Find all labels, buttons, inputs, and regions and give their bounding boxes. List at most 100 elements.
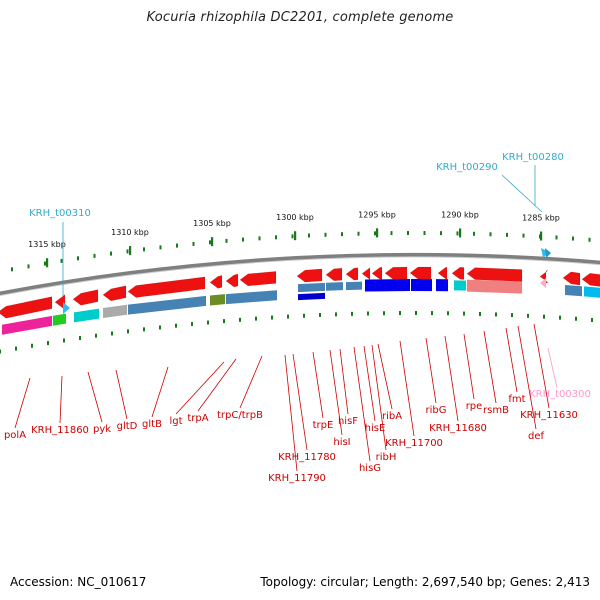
cog-band-magenta <box>2 315 52 335</box>
scale-tick <box>456 231 459 236</box>
gene-leader-line <box>505 327 518 393</box>
scale-tick <box>572 236 574 241</box>
gene-arrow-reverse-17 <box>451 267 465 280</box>
scale-tick <box>159 245 162 250</box>
lower-scale-tick <box>223 319 225 324</box>
lower-scale-tick <box>255 316 257 321</box>
gene-arrow-reverse-16 <box>437 266 448 280</box>
lower-scale-tick <box>463 311 465 316</box>
lower-scale-tick <box>479 311 481 316</box>
lower-scale-tick <box>543 314 545 319</box>
gene-label-pyk: pyk <box>93 424 111 435</box>
gene-label-trpe: trpE <box>313 420 334 431</box>
scale-tick <box>110 251 112 256</box>
scale-major-tick <box>540 231 543 241</box>
scale-tick <box>506 232 508 237</box>
cog-band-cyan-3 <box>584 286 600 298</box>
scale-tick <box>242 237 244 242</box>
scale-tick <box>27 264 30 269</box>
lower-scale-tick <box>511 313 513 318</box>
cog-band-cyan-2 <box>454 280 466 291</box>
lower-scale-tick <box>287 314 289 319</box>
gene-leader-line <box>533 323 550 409</box>
gene-label-gltd: gltD <box>117 421 138 432</box>
trna-label-krh_t00290: KRH_t00290 <box>436 162 498 173</box>
scale-tick <box>126 249 129 254</box>
cog-band-blue-2 <box>365 279 410 292</box>
gene-arrow-reverse-12 <box>361 267 371 281</box>
lower-scale-tick <box>303 313 305 318</box>
ruler-label-1310: 1310 kbp <box>111 228 149 237</box>
scale-tick <box>588 237 591 242</box>
trna-label-krh_t00310: KRH_t00310 <box>29 208 91 219</box>
gene-label-hisi: hisI <box>333 437 350 448</box>
gene-leader-line <box>339 348 349 415</box>
lower-scale-tick <box>111 331 113 336</box>
lower-scale-tick <box>527 313 529 318</box>
gene-leader-line <box>284 354 298 472</box>
scale-tick <box>407 231 409 236</box>
scale-tick <box>324 232 327 237</box>
gene-leader-line <box>312 351 324 419</box>
scale-tick <box>209 240 211 245</box>
lower-scale-tick <box>591 317 593 322</box>
gene-arrow-reverse-6 <box>209 275 223 289</box>
gene-label-rpe: rpe <box>466 401 483 412</box>
lower-scale-tick <box>0 349 1 354</box>
scale-tick <box>390 231 393 236</box>
genome-backbone-shadow <box>0 256 600 297</box>
gene-leader-line <box>87 371 103 423</box>
gene-label-krh-11790: KRH_11790 <box>268 473 326 484</box>
scale-tick <box>143 247 145 252</box>
lower-scale-tick <box>127 329 129 334</box>
gene-label-hisg: hisG <box>359 463 381 474</box>
cog-band-steelblue-5 <box>346 281 362 291</box>
gene-arrow-reverse-14 <box>384 266 408 280</box>
scale-tick <box>176 243 178 248</box>
gene-label-hisf: hisF <box>338 416 358 427</box>
cog-band-steelblue-4 <box>326 282 343 291</box>
gene-arrow-reverse-9 <box>296 268 323 283</box>
scale-tick <box>374 231 376 236</box>
gene-leader-line <box>463 333 475 400</box>
lower-scale-tick <box>495 312 497 317</box>
gene-label-gltb: gltB <box>142 419 162 430</box>
lower-scale-tick <box>575 316 577 321</box>
gene-leader-line <box>377 343 393 410</box>
gene-leader-line <box>371 344 387 451</box>
gene-label-def: def <box>528 431 545 442</box>
genome-backbone-arc <box>0 253 600 296</box>
trna-marker-t00280 <box>545 248 551 258</box>
gene-leader-line <box>517 325 537 430</box>
genome-summary-text: Topology: circular; Length: 2,697,540 bp… <box>260 575 590 589</box>
gene-label-ribh: ribH <box>376 452 397 463</box>
lower-scale-tick <box>239 317 241 322</box>
gene-leader-line <box>363 345 376 422</box>
gene-arrow-reverse-10 <box>325 267 343 282</box>
gene-label-hise: hisE <box>365 423 386 434</box>
lower-scale-tick <box>367 311 369 316</box>
gene-arrow-reverse-15 <box>409 266 432 280</box>
gene-arrow-reverse-2 <box>54 294 66 309</box>
lower-scale-tick <box>79 336 81 341</box>
scale-tick <box>93 253 96 258</box>
gene-arrow-reverse-1 <box>0 296 53 319</box>
cog-band-cyan-1 <box>74 308 99 323</box>
pseudo-marker-t00300 <box>540 278 546 288</box>
accession-text: Accession: NC_010617 <box>10 575 147 589</box>
gene-label-rsmb: rsmB <box>483 405 509 416</box>
gene-leader-line <box>329 349 343 436</box>
gene-label-fmt: fmt <box>508 394 525 405</box>
gene-arrow-reverse-18 <box>466 267 523 282</box>
cog-band-blue-3 <box>411 279 432 292</box>
scale-tick <box>555 235 558 240</box>
trna-label-krh_t00280: KRH_t00280 <box>502 152 564 163</box>
lower-scale-tick <box>159 325 161 330</box>
gene-leader-line <box>425 337 437 404</box>
lower-scale-tick <box>559 315 561 320</box>
cog-band-blue-1 <box>298 292 325 301</box>
scale-tick <box>473 231 475 236</box>
lower-scale-tick <box>63 338 65 343</box>
ruler-label-1290: 1290 kbp <box>441 210 479 219</box>
